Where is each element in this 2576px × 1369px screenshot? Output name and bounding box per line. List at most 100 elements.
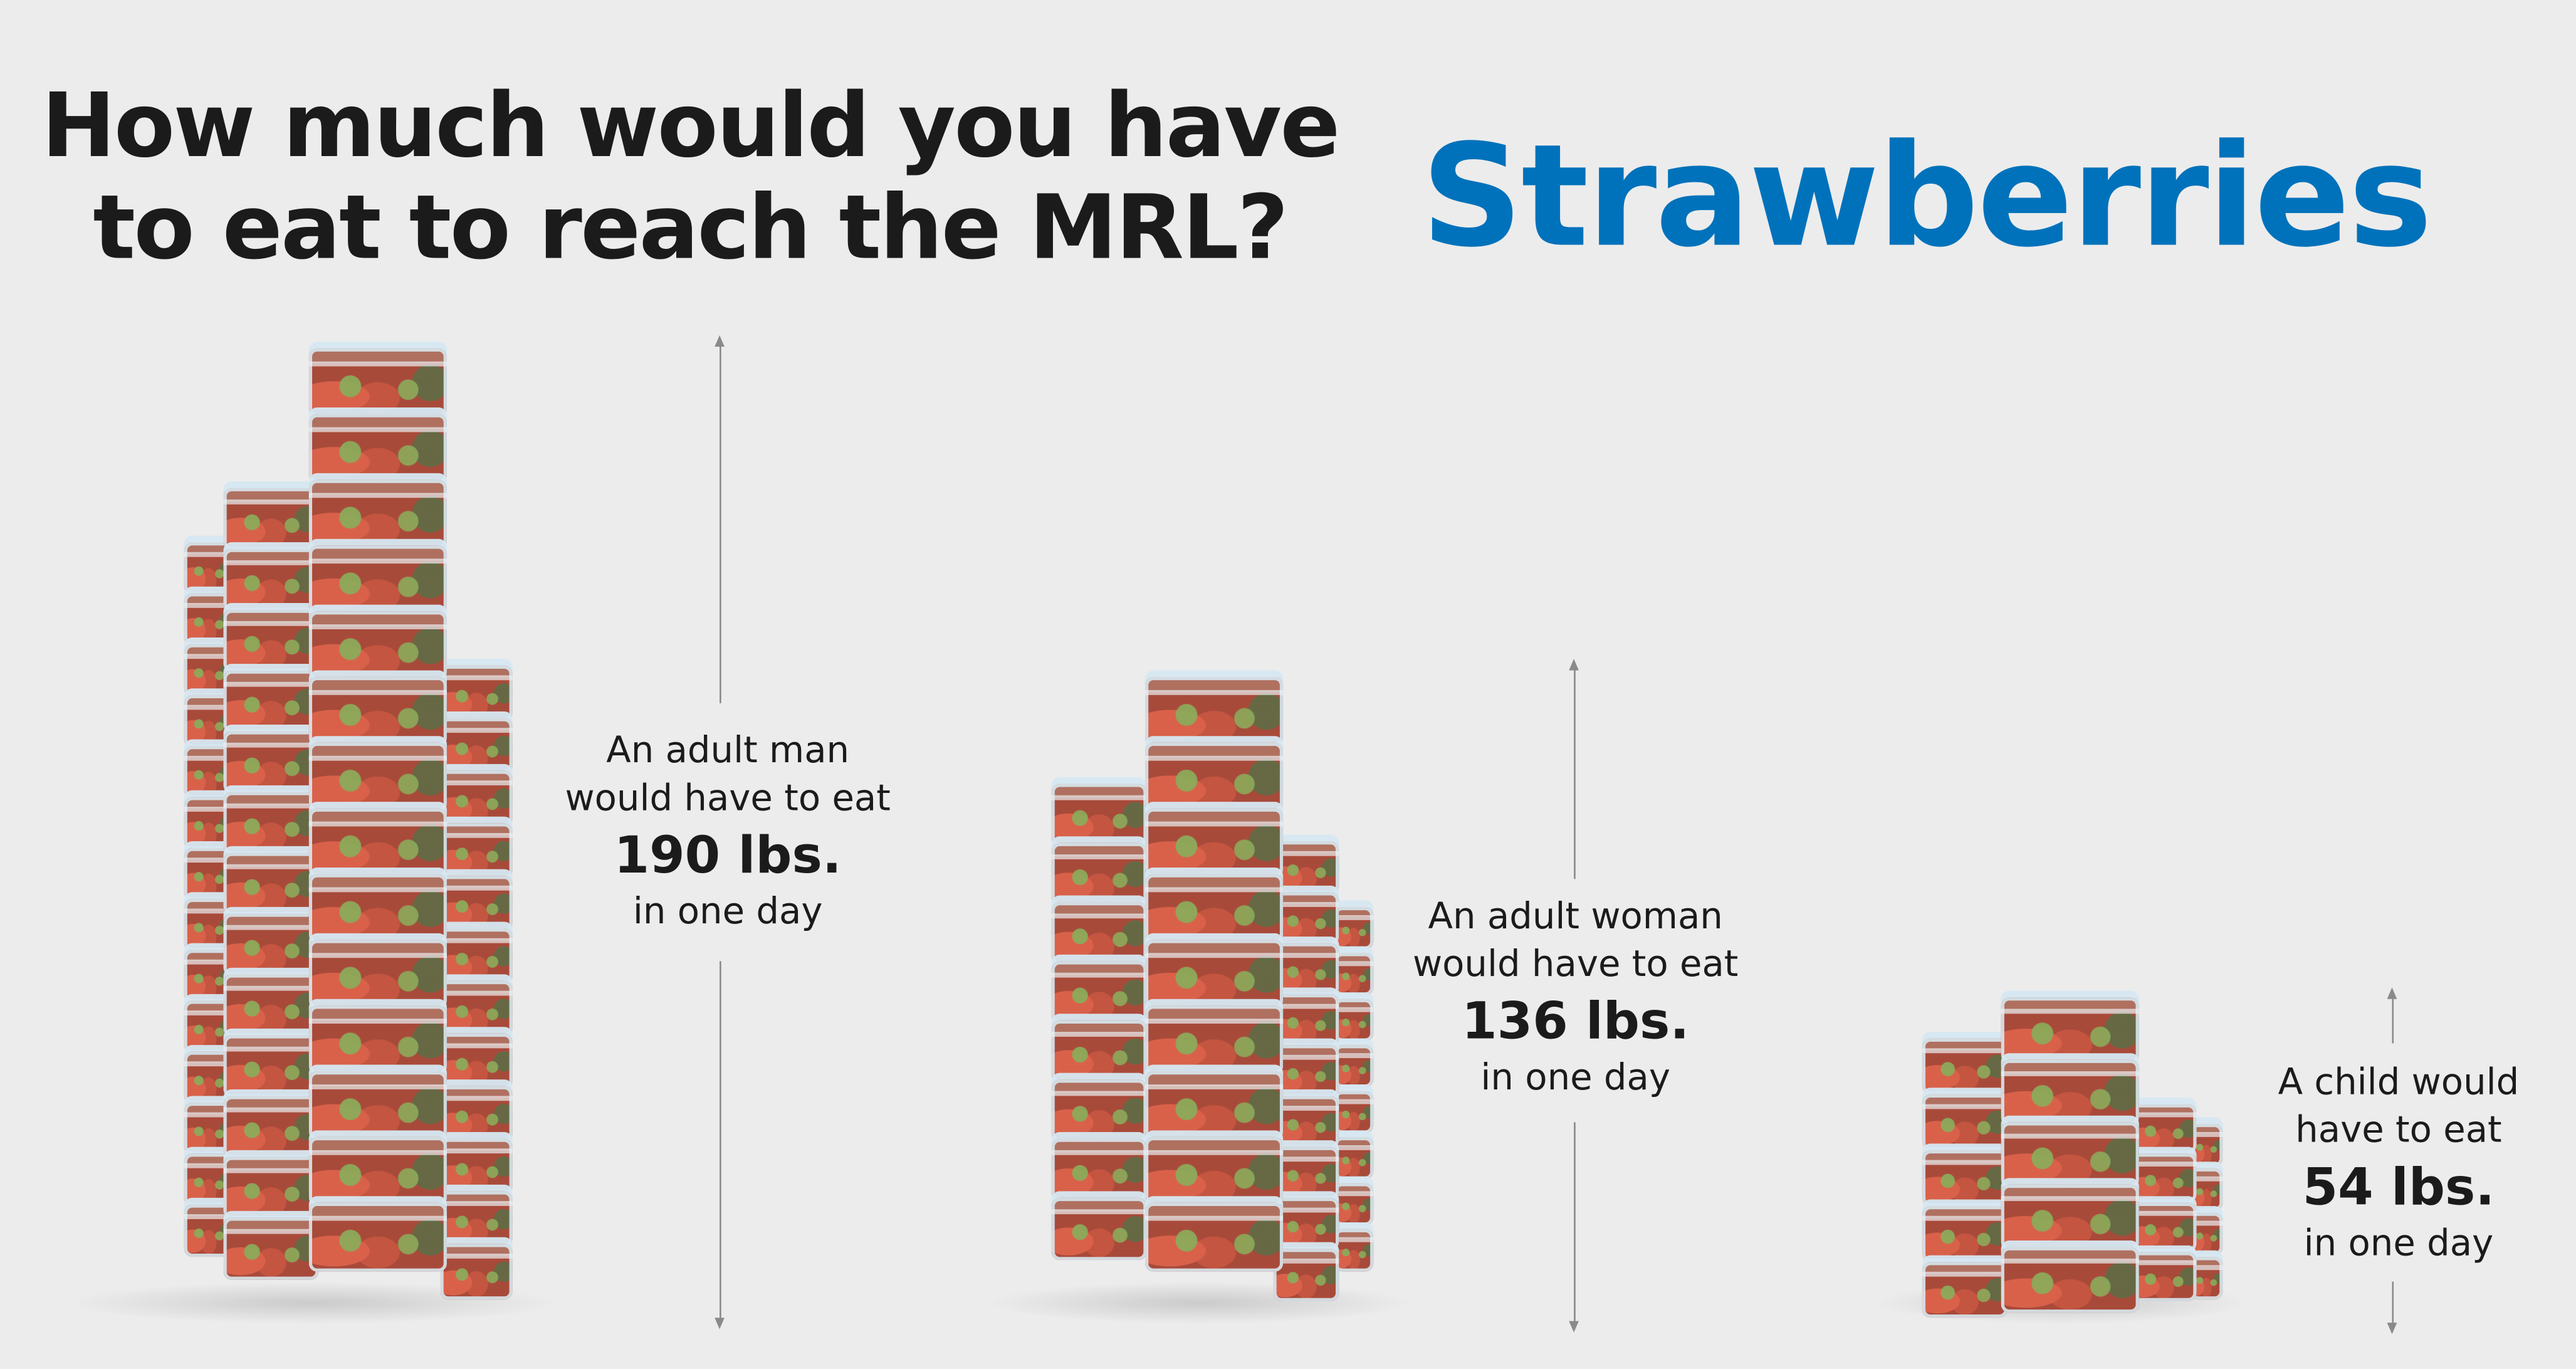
woman-label: An adult woman would have to eat 136 lbs…: [1364, 894, 1788, 1103]
woman-strawberry-container: [1273, 841, 1339, 894]
child-strawberry-container: [2130, 1104, 2197, 1154]
woman-strawberry-container: [1051, 961, 1147, 1024]
woman-strawberry-container: [1144, 940, 1284, 1009]
man-strawberry-container: [223, 913, 319, 976]
child-strawberry-container: [2130, 1153, 2197, 1203]
woman-strawberry-container: [1144, 1071, 1284, 1141]
woman-strawberry-container: [1051, 842, 1147, 906]
man-strawberry-container: [440, 876, 513, 932]
man-strawberry-container: [308, 480, 447, 549]
woman-strawberry-container: [1144, 742, 1284, 812]
child-strawberry-container: [2130, 1202, 2197, 1252]
woman-amount: 136 lbs.: [1462, 992, 1690, 1052]
woman-stack-shadow: [985, 1281, 1413, 1324]
man-strawberry-container: [440, 1086, 513, 1142]
question-heading: How much would you have to eat to reach …: [33, 73, 1347, 280]
woman-strawberry-container: [1334, 906, 1374, 950]
woman-strawberry-container: [1051, 1197, 1147, 1261]
man-strawberry-container: [440, 928, 513, 985]
man-strawberry-container: [223, 792, 319, 855]
man-period: in one day: [632, 892, 823, 933]
man-strawberry-container: [308, 676, 447, 747]
woman-strawberry-container: [1051, 1079, 1147, 1142]
man-strawberry-container: [223, 852, 319, 916]
man-strawberry-container: [308, 545, 447, 615]
woman-strawberry-container: [1144, 1136, 1284, 1206]
man-strawberry-container: [308, 1202, 447, 1272]
woman-strawberry-container: [1051, 1138, 1147, 1202]
man-arrow-top: [715, 335, 725, 703]
man-strawberry-container: [223, 974, 319, 1037]
man-strawberry-container: [440, 718, 513, 774]
man-strawberry-container: [223, 731, 319, 794]
child-label: A child would have to eat 54 lbs. in one…: [2218, 1060, 2576, 1269]
woman-strawberry-container: [1273, 1249, 1339, 1301]
man-strawberry-container: [440, 1191, 513, 1247]
woman-strawberry-container: [1273, 943, 1339, 996]
man-strawberry-container: [440, 1138, 513, 1195]
woman-strawberry-container: [1334, 1136, 1374, 1180]
woman-strawberry-container: [1334, 1229, 1374, 1272]
man-strawberry-container: [223, 670, 319, 733]
child-strawberry-container: [2001, 1059, 2139, 1126]
man-strawberry-container: [440, 823, 513, 879]
man-strawberry-container: [223, 1217, 319, 1280]
man-strawberry-container: [440, 1033, 513, 1089]
man-strawberry-container: [223, 1157, 319, 1219]
question-line-2: to eat to reach the MRL?: [93, 176, 1289, 280]
man-strawberry-container: [308, 940, 447, 1009]
child-strawberry-container: [1922, 1094, 2008, 1150]
woman-strawberry-container: [1051, 784, 1147, 846]
woman-strawberry-container: [1144, 808, 1284, 878]
fruit-title: Strawberries: [1421, 115, 2432, 280]
child-strawberry-container: [1922, 1262, 2008, 1318]
woman-strawberry-container: [1273, 892, 1339, 945]
woman-arrow-bottom: [1569, 1122, 1579, 1333]
woman-strawberry-container: [1334, 999, 1374, 1042]
man-strawberry-container: [223, 609, 319, 673]
man-line-2: would have to eat: [565, 779, 891, 820]
man-strawberry-container: [223, 1035, 319, 1098]
woman-strawberry-container: [1334, 953, 1374, 996]
woman-arrow-top: [1569, 659, 1579, 879]
man-strawberry-container: [223, 1096, 319, 1158]
child-amount: 54 lbs.: [2302, 1158, 2495, 1218]
woman-strawberry-container: [1273, 1197, 1339, 1251]
child-arrow-bottom: [2387, 1281, 2397, 1335]
woman-strawberry-container: [1051, 1020, 1147, 1083]
woman-strawberry-container: [1273, 1146, 1339, 1200]
child-strawberry-container: [2001, 1247, 2139, 1313]
child-strawberry-container: [1922, 1150, 2008, 1206]
man-strawberry-container: [223, 488, 319, 551]
child-strawberry-container: [2001, 997, 2139, 1063]
man-strawberry-container: [440, 980, 513, 1037]
man-strawberry-container: [440, 770, 513, 827]
man-arrow-bottom: [715, 961, 725, 1330]
child-strawberry-container: [1922, 1038, 2008, 1094]
man-amount: 190 lbs.: [614, 826, 842, 886]
child-strawberry-container: [2130, 1252, 2197, 1301]
woman-strawberry-container: [1144, 874, 1284, 943]
woman-period: in one day: [1480, 1058, 1671, 1099]
child-strawberry-container: [1922, 1205, 2008, 1262]
man-strawberry-container: [308, 1071, 447, 1141]
woman-strawberry-container: [1273, 994, 1339, 1047]
man-strawberry-container: [308, 1005, 447, 1075]
woman-strawberry-container: [1334, 1045, 1374, 1088]
child-period: in one day: [2303, 1224, 2494, 1266]
woman-line-1: An adult woman: [1428, 897, 1723, 938]
child-strawberry-container: [2001, 1184, 2139, 1251]
woman-strawberry-container: [1144, 1202, 1284, 1272]
question-line-1: How much would you have: [41, 73, 1340, 178]
child-arrow-top: [2387, 987, 2397, 1044]
child-line-1: A child would: [2278, 1062, 2520, 1104]
child-line-2: have to eat: [2295, 1110, 2502, 1152]
man-strawberry-container: [308, 808, 447, 878]
woman-strawberry-container: [1334, 1183, 1374, 1226]
man-strawberry-container: [440, 1244, 513, 1300]
man-strawberry-container: [308, 1136, 447, 1206]
woman-strawberry-container: [1334, 1091, 1374, 1134]
woman-strawberry-container: [1273, 1045, 1339, 1098]
woman-strawberry-container: [1051, 902, 1147, 965]
